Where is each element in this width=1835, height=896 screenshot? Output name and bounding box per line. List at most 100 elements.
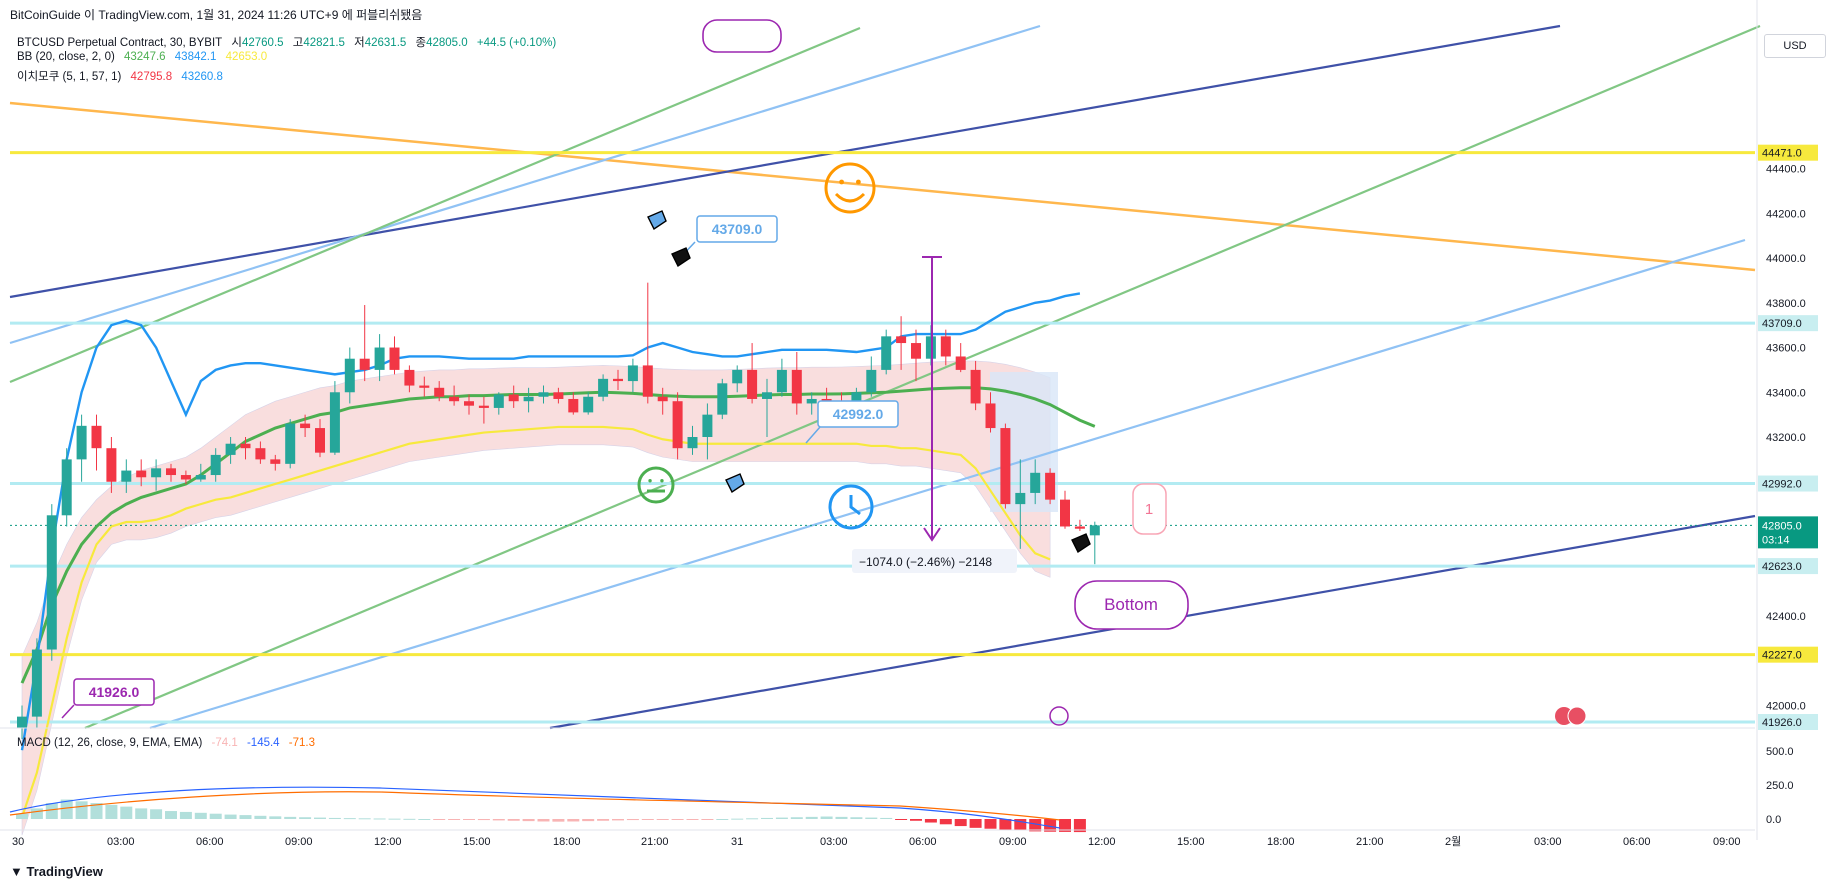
symbol-legend[interactable]: BTCUSD Perpetual Contract, 30, BYBIT 시42…: [17, 34, 562, 50]
candle-body[interactable]: [136, 470, 147, 478]
candle-body[interactable]: [866, 369, 877, 393]
trendline-green-lower[interactable]: [84, 24, 1761, 730]
measure-label: −1074.0 (−2.46%) −2148: [859, 555, 992, 569]
macd-legend[interactable]: MACD (12, 26, close, 9, EMA, EMA) -74.1 …: [17, 737, 321, 749]
time-axis-label: 12:00: [1088, 836, 1116, 848]
candle-body[interactable]: [538, 392, 549, 397]
candle-body[interactable]: [344, 358, 355, 393]
candle-body[interactable]: [687, 437, 698, 449]
candle-body[interactable]: [374, 347, 385, 370]
candle-body[interactable]: [46, 515, 57, 650]
candle-body[interactable]: [195, 475, 206, 480]
candle-body[interactable]: [151, 468, 162, 478]
candle-body[interactable]: [1074, 526, 1085, 529]
candle-body[interactable]: [702, 414, 713, 438]
symbol-name[interactable]: BTCUSD Perpetual Contract, 30, BYBIT: [17, 37, 223, 49]
candle-body[interactable]: [1045, 472, 1056, 500]
currency-button[interactable]: USD: [1764, 34, 1826, 58]
candle-body[interactable]: [240, 443, 251, 449]
candle-body[interactable]: [404, 369, 415, 386]
trendline-lightblue-upper[interactable]: [9, 24, 1041, 345]
lightning-icon[interactable]: [1049, 706, 1069, 726]
candle-body[interactable]: [121, 470, 132, 482]
candle-body[interactable]: [553, 392, 564, 399]
candle-body[interactable]: [806, 398, 817, 404]
ichimoku-label[interactable]: 이치모쿠 (5, 1, 57, 1): [17, 71, 122, 83]
candle-body[interactable]: [270, 459, 281, 464]
candle-body[interactable]: [1060, 499, 1070, 527]
candle-body[interactable]: [762, 392, 772, 399]
candle-body[interactable]: [106, 448, 117, 482]
candle-body[interactable]: [225, 443, 236, 455]
candle-body[interactable]: [315, 428, 325, 453]
candle-body[interactable]: [166, 468, 176, 476]
candle-body[interactable]: [896, 336, 907, 344]
candle-body[interactable]: [940, 336, 951, 357]
macd-label[interactable]: MACD (12, 26, close, 9, EMA, EMA): [17, 737, 203, 749]
candle-body[interactable]: [61, 459, 72, 516]
callout-41926-box[interactable]: [73, 678, 155, 706]
candle-body[interactable]: [76, 425, 87, 460]
candle-body[interactable]: [717, 383, 728, 415]
candle-body[interactable]: [568, 398, 579, 413]
candle-body[interactable]: [911, 343, 921, 359]
candle-body[interactable]: [300, 423, 311, 429]
candle-body[interactable]: [1015, 492, 1026, 505]
candle-body[interactable]: [493, 394, 504, 408]
marker-box[interactable]: [1132, 483, 1167, 535]
candle-body[interactable]: [1030, 472, 1041, 493]
candle-body[interactable]: [31, 649, 42, 717]
us-flag-icon[interactable]: [1555, 707, 1573, 725]
candle-body[interactable]: [613, 378, 623, 382]
candle-body[interactable]: [598, 378, 609, 397]
candle-body[interactable]: [642, 365, 653, 397]
candle-body[interactable]: [464, 401, 474, 406]
candle-body[interactable]: [285, 423, 296, 464]
candle-body[interactable]: [180, 475, 191, 480]
bb-upper-line: [20, 292, 1081, 751]
callout-43709-box[interactable]: [696, 215, 778, 243]
callout-42992-box[interactable]: [817, 400, 899, 428]
trendline-orange[interactable]: [9, 101, 1756, 272]
candle-body[interactable]: [672, 401, 683, 449]
candle-body[interactable]: [17, 716, 27, 728]
candle-body[interactable]: [419, 385, 430, 388]
candle-body[interactable]: [508, 394, 519, 402]
candle-body[interactable]: [925, 336, 936, 359]
candle-body[interactable]: [791, 369, 802, 404]
candle-body[interactable]: [627, 365, 638, 382]
candle-body[interactable]: [955, 356, 966, 370]
tradingview-logo[interactable]: ▼ TradingView: [10, 864, 103, 879]
candle-body[interactable]: [732, 369, 743, 384]
candle-body[interactable]: [970, 369, 981, 404]
ichimoku-legend[interactable]: 이치모쿠 (5, 1, 57, 1) 42795.8 43260.8: [17, 68, 229, 84]
candle-body[interactable]: [523, 396, 534, 402]
candle-body[interactable]: [747, 369, 758, 399]
candle-body[interactable]: [478, 405, 489, 408]
candle-body[interactable]: [329, 392, 340, 453]
macd-histogram-bar: [790, 817, 803, 819]
candle-body[interactable]: [210, 454, 221, 476]
candle-body[interactable]: [255, 448, 266, 460]
candle-body[interactable]: [583, 396, 594, 413]
candle-body[interactable]: [434, 387, 445, 397]
us-flag-icon[interactable]: [1567, 706, 1587, 726]
candle-body[interactable]: [985, 403, 996, 429]
candle-body[interactable]: [1000, 428, 1011, 505]
candle-body[interactable]: [359, 358, 370, 370]
candle-body[interactable]: [449, 396, 460, 402]
trendline-navy-upper[interactable]: [9, 24, 1561, 299]
candle-body[interactable]: [389, 347, 400, 370]
candle-body[interactable]: [1089, 525, 1100, 536]
candle-body[interactable]: [91, 425, 102, 449]
candle-body[interactable]: [657, 396, 668, 402]
candle-body[interactable]: [776, 369, 787, 393]
bb-label[interactable]: BB (20, close, 2, 0): [17, 51, 115, 63]
bb-legend[interactable]: BB (20, close, 2, 0) 43247.6 43842.1 426…: [17, 51, 273, 63]
candle-body[interactable]: [851, 392, 862, 408]
macd-histogram-bar: [820, 816, 833, 819]
callout-bottom-bubble[interactable]: [1074, 580, 1189, 630]
candle-body[interactable]: [881, 336, 892, 370]
